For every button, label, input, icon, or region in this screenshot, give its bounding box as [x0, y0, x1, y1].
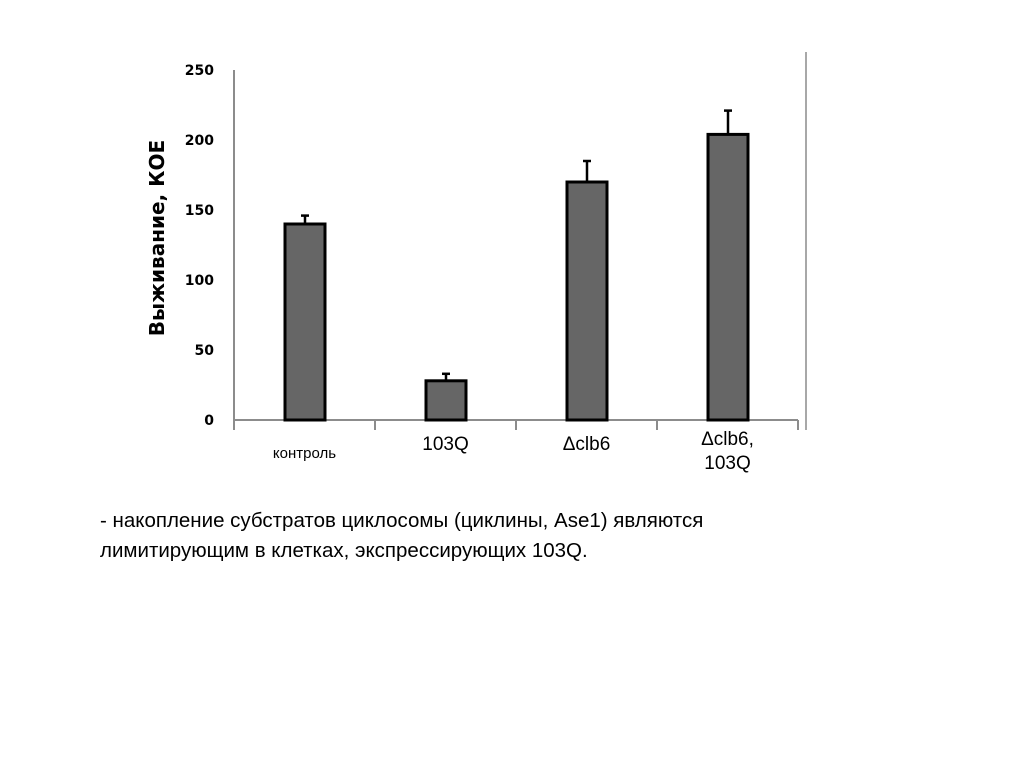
survival-bar-chart: 0 50 100 150 200 250 Выживание, КОЕ контроль 103…	[145, 52, 807, 474]
y-tick-label: 100	[185, 273, 214, 289]
y-tick-label: 50	[195, 343, 215, 359]
caption-text: - накопление субстратов циклосомы (цикли…	[100, 506, 920, 566]
x-tick-label: 103Q	[422, 434, 468, 455]
y-axis-label: Выживание, КОЕ	[145, 140, 169, 336]
bar	[706, 132, 750, 422]
y-tick-label: 0	[204, 413, 214, 429]
y-tick-label: 250	[185, 63, 214, 79]
x-tick-label: Δclb6	[563, 434, 611, 455]
caption-line: лимитирующим в клетках, экспрессирующих …	[100, 539, 588, 562]
x-tick-label: Δclb6, 103Q	[701, 429, 754, 474]
bar	[565, 180, 609, 422]
bar	[283, 222, 327, 422]
y-tick-label: 200	[185, 133, 214, 149]
y-tick-label: 150	[185, 203, 214, 219]
x-tick-label: контроль	[273, 445, 336, 462]
caption-line: - накопление субстратов циклосомы (цикли…	[100, 509, 704, 532]
bar	[424, 379, 468, 422]
